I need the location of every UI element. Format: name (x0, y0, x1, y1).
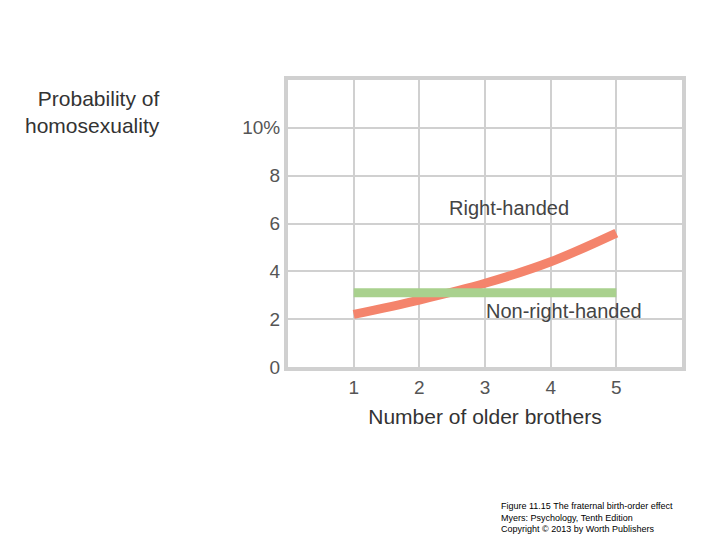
svg-text:2: 2 (270, 309, 281, 330)
svg-text:3: 3 (480, 377, 491, 398)
svg-text:4: 4 (270, 261, 281, 282)
svg-text:Non-right-handed: Non-right-handed (486, 300, 642, 322)
svg-text:4: 4 (545, 377, 556, 398)
svg-text:Figure 11.15 The fraternal bir: Figure 11.15 The fraternal birth-order e… (501, 501, 673, 534)
svg-text:8: 8 (270, 165, 281, 186)
svg-text:Number of older brothers: Number of older brothers (368, 405, 601, 428)
svg-text:5: 5 (611, 377, 622, 398)
svg-text:0: 0 (270, 357, 281, 378)
svg-text:6: 6 (270, 213, 281, 234)
svg-text:Right-handed: Right-handed (449, 197, 569, 219)
svg-text:1: 1 (348, 377, 359, 398)
svg-text:Probability ofhomosexuality: Probability ofhomosexuality (25, 87, 160, 137)
svg-text:10%: 10% (242, 117, 280, 138)
svg-text:2: 2 (414, 377, 425, 398)
